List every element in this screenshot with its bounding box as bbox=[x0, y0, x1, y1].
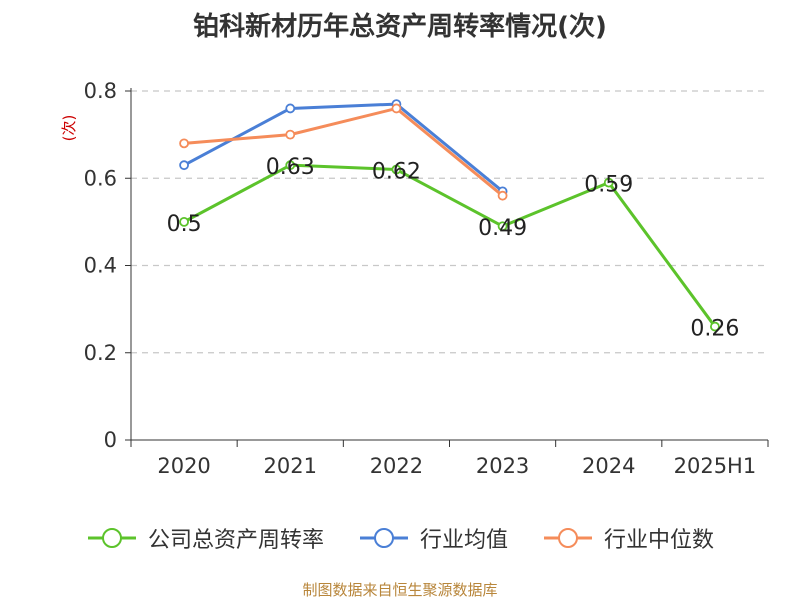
data-label: 0.49 bbox=[478, 216, 527, 241]
data-point bbox=[497, 190, 508, 201]
data-label: 0.26 bbox=[690, 317, 739, 342]
legend-item: 公司总资产周转率 bbox=[86, 522, 324, 554]
x-tick-label: 2022 bbox=[370, 454, 423, 478]
legend: 公司总资产周转率 行业均值 行业中位数 bbox=[0, 518, 800, 558]
grid-lines bbox=[131, 90, 768, 354]
data-point bbox=[710, 321, 720, 332]
data-point bbox=[179, 160, 189, 171]
source-note: 制图数据来自恒生聚源数据库 bbox=[302, 581, 498, 599]
legend-item: 行业中位数 bbox=[542, 522, 714, 554]
x-tick-label: 2021 bbox=[264, 454, 317, 478]
data-labels: 0.5 0.63 0.62 0.49 0.59 0.26 bbox=[167, 155, 740, 341]
data-label: 0.59 bbox=[584, 173, 633, 198]
data-point bbox=[285, 160, 296, 171]
data-point bbox=[179, 216, 189, 227]
y-tick-label: 0.2 bbox=[84, 341, 117, 365]
axes: 0 0.2 0.4 0.6 0.8 2020 2021 2022 2023 2024 2025H1 bbox=[84, 79, 769, 478]
y-tick-label: 0 bbox=[104, 428, 117, 452]
legend-marker bbox=[558, 528, 578, 548]
legend-swatch bbox=[87, 528, 136, 548]
legend-swatch bbox=[359, 528, 408, 548]
series-line-0 bbox=[183, 163, 717, 328]
data-point bbox=[497, 221, 508, 232]
y-tick-label: 0.8 bbox=[84, 79, 117, 103]
data-point bbox=[391, 164, 402, 175]
series-line-1 bbox=[183, 102, 504, 193]
data-point bbox=[285, 129, 296, 140]
data-point bbox=[391, 103, 402, 114]
x-tick-label: 2023 bbox=[476, 454, 529, 478]
data-point bbox=[603, 177, 614, 188]
x-tick-label: 2025H1 bbox=[674, 454, 757, 478]
y-tick-label: 0.4 bbox=[84, 254, 117, 278]
data-label: 0.63 bbox=[266, 155, 315, 180]
x-tick-label: 2020 bbox=[157, 454, 210, 478]
legend-label: 公司总资产周转率 bbox=[147, 528, 324, 553]
series-layer bbox=[179, 99, 720, 332]
chart-title: 铂科新材历年总资产周转率情况(次) bbox=[193, 12, 607, 42]
series-line-2 bbox=[183, 106, 504, 197]
data-point bbox=[285, 103, 296, 114]
y-axis-label: (次) bbox=[60, 115, 78, 142]
legend-label: 行业中位数 bbox=[604, 528, 715, 553]
data-point bbox=[179, 138, 189, 149]
legend-swatch bbox=[544, 528, 592, 548]
legend-marker bbox=[101, 528, 122, 548]
y-tick-label: 0.6 bbox=[84, 166, 117, 190]
legend-label: 行业均值 bbox=[419, 528, 508, 553]
legend-marker bbox=[373, 528, 394, 548]
x-tick-label: 2024 bbox=[582, 454, 635, 478]
data-label: 0.62 bbox=[372, 160, 421, 185]
data-label: 0.5 bbox=[167, 212, 202, 237]
legend-item: 行业均值 bbox=[358, 522, 508, 554]
